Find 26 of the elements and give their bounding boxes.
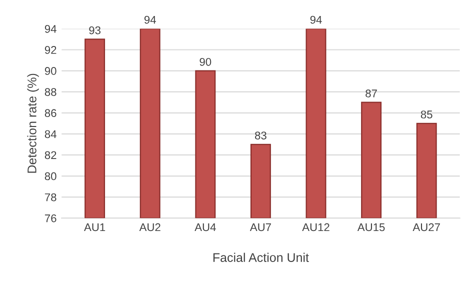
data-label: 85 xyxy=(420,110,432,118)
y-tick-label: 92 xyxy=(44,46,56,54)
x-tick-label: AU1 xyxy=(84,223,106,232)
y-tick-label: 82 xyxy=(44,151,56,160)
y-tick-label: 78 xyxy=(44,193,56,202)
data-label: 90 xyxy=(200,58,212,66)
x-tick-label: AU2 xyxy=(139,223,160,232)
x-tick-label: AU15 xyxy=(357,223,385,232)
x-tick-label: AU12 xyxy=(302,223,330,232)
y-tick-label: 84 xyxy=(44,130,56,138)
y-tick-label: 76 xyxy=(44,214,56,222)
x-tick-label: AU27 xyxy=(412,223,440,232)
y-tick-label: 90 xyxy=(44,67,56,75)
y-tick-label: 94 xyxy=(44,24,56,33)
y-axis-title: Detection rate (%) xyxy=(27,74,39,173)
y-tick-label: 88 xyxy=(44,88,56,96)
y-tick-label: 86 xyxy=(44,109,56,118)
x-tick-label: AU7 xyxy=(250,223,271,232)
data-label: 94 xyxy=(144,16,156,24)
data-label: 94 xyxy=(310,16,322,24)
data-label: 83 xyxy=(255,132,266,140)
y-tick-label: 80 xyxy=(44,172,56,180)
data-label: 93 xyxy=(89,26,100,34)
data-label: 87 xyxy=(366,90,377,98)
x-tick-label: AU4 xyxy=(194,223,216,232)
x-axis-title: Facial Action Unit xyxy=(213,252,309,262)
